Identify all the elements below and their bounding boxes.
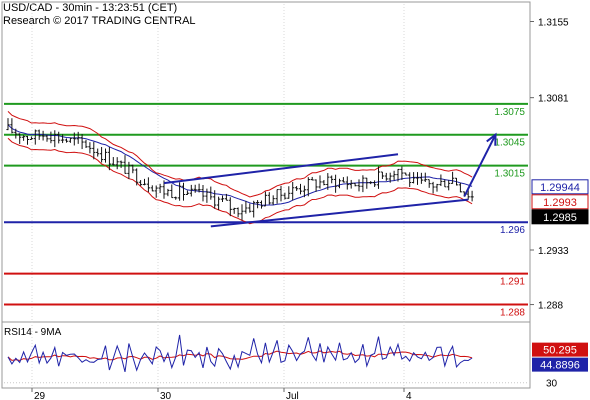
rsi-badge-label: 44.8896 bbox=[540, 360, 580, 372]
chart-title: USD/CAD - 30min - 13:23:51 (CET) bbox=[3, 2, 178, 14]
rsi-badge-label: 50.295 bbox=[543, 345, 577, 357]
level-label: 1.291 bbox=[500, 277, 525, 288]
x-tick-label: 30 bbox=[160, 391, 172, 400]
rsi-badge bbox=[532, 357, 588, 372]
price-tick-label: 1.2933 bbox=[538, 246, 569, 257]
level-label: 1.3075 bbox=[494, 107, 525, 118]
channel-upper-line bbox=[163, 153, 399, 185]
projection-arrow-line bbox=[463, 134, 497, 197]
level-label: 1.3045 bbox=[494, 138, 525, 149]
level-label: 1.296 bbox=[500, 225, 525, 236]
rsi-tick-label: 30 bbox=[546, 379, 558, 390]
level-label: 1.288 bbox=[500, 308, 525, 319]
price-tick-label: 1.3155 bbox=[538, 17, 569, 28]
x-tick-label: 4 bbox=[406, 391, 412, 400]
rsi-badge bbox=[532, 342, 588, 357]
price-badge bbox=[531, 194, 589, 210]
rsi-line bbox=[7, 334, 473, 373]
price-badge-label: 1.2985 bbox=[543, 212, 577, 224]
x-tick-label: Jul bbox=[286, 391, 299, 400]
chart-copyright: Research © 2017 TRADING CENTRAL bbox=[3, 15, 196, 27]
channel-lower-line bbox=[210, 198, 469, 228]
price-badge bbox=[531, 179, 589, 195]
moving-average-line bbox=[7, 124, 473, 206]
projection-arrow-head bbox=[486, 132, 497, 146]
price-badge bbox=[531, 209, 589, 225]
rsi-label: RSI14 - 9MA bbox=[4, 327, 62, 338]
lower-band-line bbox=[7, 137, 473, 225]
level-label: 1.3015 bbox=[494, 169, 525, 180]
price-tick-label: 1.3081 bbox=[538, 94, 569, 105]
price-badge-label: 1.2993 bbox=[543, 197, 577, 209]
upper-band-line bbox=[7, 111, 473, 198]
price-badge-label: 1.29944 bbox=[540, 182, 580, 194]
price-tick-label: 1.288 bbox=[538, 301, 563, 312]
x-tick-label: 29 bbox=[34, 391, 46, 400]
